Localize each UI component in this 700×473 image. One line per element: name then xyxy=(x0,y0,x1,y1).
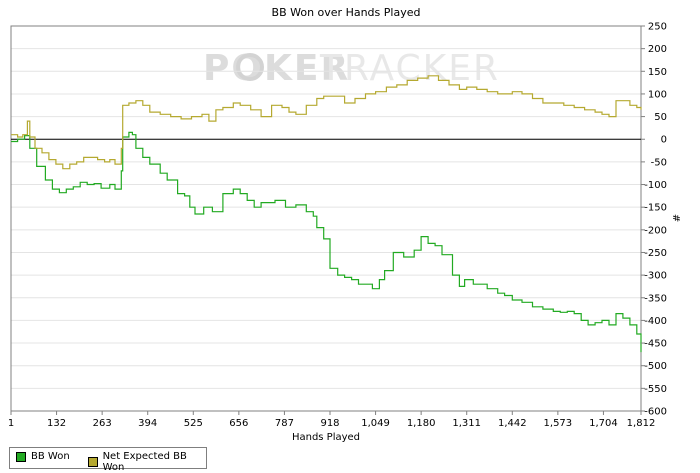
x-tick-label: 1 xyxy=(8,418,14,429)
legend-item-net-expected: Net Expected BB Won xyxy=(88,451,206,473)
y-tick-label: -350 xyxy=(644,293,667,304)
legend-swatch-net-expected xyxy=(88,457,98,467)
legend-swatch-bb-won xyxy=(16,451,26,462)
watermark: POKER TRACKER xyxy=(203,48,500,89)
series-line-1 xyxy=(11,75,642,170)
y-tick-label: 250 xyxy=(648,22,667,33)
x-tick-label: 1,049 xyxy=(361,418,390,429)
x-tick-label: 1,442 xyxy=(498,418,527,429)
y-tick-label: -600 xyxy=(644,407,667,418)
x-tick-label: 1,704 xyxy=(589,418,618,429)
legend: BB Won Net Expected BB Won xyxy=(9,447,207,473)
x-tick-label: 1,180 xyxy=(407,418,436,429)
y-ticks: 250 200 150 100 50 0 -50 -100 -150 -200 -250 -300 -3… xyxy=(641,22,667,418)
chart-title: BB Won over Hands Played xyxy=(272,6,421,19)
x-tick-label: 132 xyxy=(47,418,66,429)
y-tick-label: 150 xyxy=(648,67,667,78)
y-tick-label: -500 xyxy=(644,361,667,372)
x-ticks: 1 132 263 394 525 656 787 918 1,049 1,180 1,311 1,4… xyxy=(8,411,656,429)
x-tick-label: 1,311 xyxy=(452,418,481,429)
plot-frame xyxy=(10,25,642,412)
x-tick-label: 263 xyxy=(93,418,112,429)
y-tick-label: -200 xyxy=(644,225,667,236)
legend-item-bb-won: BB Won xyxy=(16,451,70,462)
y-tick-label: -100 xyxy=(644,180,667,191)
y-tick-label: 0 xyxy=(661,135,667,146)
axes xyxy=(10,25,642,412)
y-tick-label: -50 xyxy=(651,157,667,168)
y-tick-label: -450 xyxy=(644,339,667,350)
x-tick-label: 918 xyxy=(320,418,339,429)
legend-label-bb-won: BB Won xyxy=(31,451,70,462)
x-tick-label: 525 xyxy=(184,418,203,429)
y-axis-label: # xyxy=(672,214,683,222)
watermark-tracker: TRACKER xyxy=(319,48,500,89)
series-line-0 xyxy=(11,131,642,353)
watermark-poker: POKER xyxy=(203,48,350,89)
y-tick-label: 100 xyxy=(648,89,667,100)
x-tick-label: 1,573 xyxy=(544,418,573,429)
y-tick-label: 200 xyxy=(648,44,667,55)
legend-label-net-expected: Net Expected BB Won xyxy=(102,451,187,473)
x-axis-label: Hands Played xyxy=(292,432,360,443)
x-tick-label: 787 xyxy=(275,418,294,429)
y-tick-label: -250 xyxy=(644,248,667,259)
y-tick-label: -550 xyxy=(644,384,667,395)
series-layer xyxy=(11,75,642,353)
x-tick-label: 1,812 xyxy=(627,418,656,429)
watermark-chip-icon xyxy=(236,53,264,81)
x-tick-label: 656 xyxy=(229,418,248,429)
y-tick-label: -300 xyxy=(644,271,667,282)
y-tick-label: -150 xyxy=(644,203,667,214)
y-tick-label: 50 xyxy=(654,112,667,123)
x-tick-label: 394 xyxy=(138,418,157,429)
y-tick-label: -400 xyxy=(644,316,667,327)
